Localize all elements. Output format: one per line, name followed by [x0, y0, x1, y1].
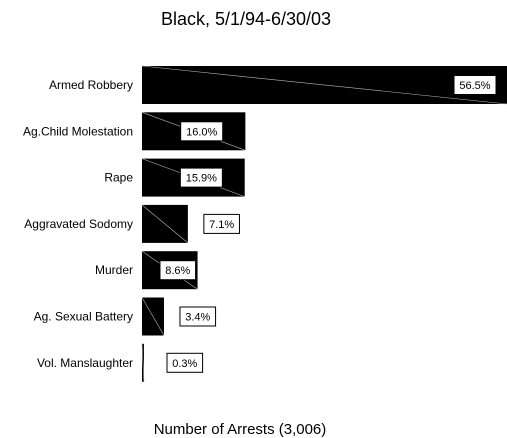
data-label-box — [203, 213, 240, 234]
chart-title: Black, 5/1/94-6/30/03 — [161, 9, 331, 29]
bar-diagonal — [141, 204, 189, 244]
category-label: Ag.Child Molestation — [23, 124, 133, 138]
category-label: Ag. Sexual Battery — [34, 310, 133, 324]
data-label: 3.4% — [185, 312, 210, 324]
category-label: Armed Robbery — [49, 78, 133, 92]
bars-group: Armed Robbery 56.5% Ag.Child Molestation 16… — [23, 65, 507, 382]
data-label-box — [179, 167, 223, 188]
bar-diagonal — [141, 343, 145, 382]
data-label-box — [159, 260, 197, 281]
category-label: Murder — [95, 263, 133, 277]
data-label: 56.5% — [459, 80, 490, 92]
data-label: 15.9% — [186, 173, 217, 185]
bar-diagonal — [141, 297, 165, 336]
data-label-box — [166, 352, 204, 373]
data-label-box — [179, 306, 217, 327]
category-label: Vol. Manslaughter — [37, 356, 133, 370]
bar-diagonal — [141, 65, 507, 105]
data-label: 7.1% — [209, 219, 234, 231]
data-label: 0.3% — [172, 358, 197, 370]
data-label-box — [180, 121, 224, 142]
data-label-box — [453, 75, 497, 95]
x-axis-label: Number of Arrests (3,006) — [154, 421, 327, 438]
category-label: Rape — [104, 171, 133, 185]
data-label: 16.0% — [186, 126, 217, 138]
category-label: Aggravated Sodomy — [24, 217, 133, 231]
data-label: 8.6% — [165, 265, 190, 277]
